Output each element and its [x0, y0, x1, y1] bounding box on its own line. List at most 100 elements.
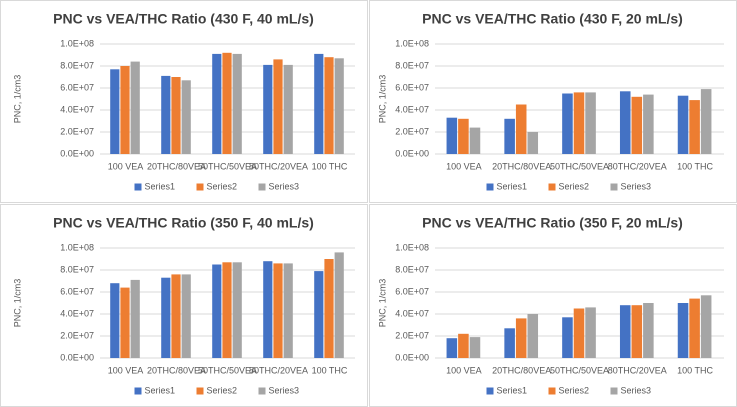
- bar: [643, 303, 654, 358]
- y-tick-label: 2.0E+07: [60, 330, 94, 340]
- legend-swatch: [486, 183, 494, 191]
- legend-label: Series3: [621, 385, 652, 395]
- bar: [631, 96, 643, 154]
- bar: [181, 274, 191, 358]
- bar: [527, 314, 539, 358]
- y-tick-label: 2.0E+07: [60, 126, 94, 136]
- bar: [283, 64, 293, 154]
- y-tick-label: 4.0E+07: [60, 104, 94, 114]
- x-tick-label: 100 VEA: [108, 161, 144, 171]
- bar: [212, 264, 222, 358]
- bar: [130, 279, 140, 358]
- chart-title: PNC vs VEA/THC Ratio (350 F, 20 mL/s): [422, 215, 683, 231]
- bar: [585, 92, 596, 154]
- bar: [161, 75, 171, 154]
- bar: [273, 59, 283, 154]
- x-tick-label: 80THC/20VEA: [608, 161, 667, 171]
- y-tick-label: 6.0E+07: [395, 286, 429, 296]
- bar: [324, 259, 334, 358]
- y-axis-title: PNC, 1/cm3: [377, 75, 387, 124]
- x-tick-label: 50THC/50VEA: [550, 365, 609, 375]
- legend-swatch: [548, 387, 556, 395]
- legend-label: Series2: [207, 181, 238, 191]
- bar: [469, 127, 481, 154]
- bar: [110, 283, 120, 358]
- legend-swatch: [548, 183, 556, 191]
- bar: [263, 64, 273, 154]
- x-tick-label: 80THC/20VEA: [249, 365, 308, 375]
- bar: [527, 132, 539, 154]
- bar: [232, 262, 242, 358]
- bar: [130, 61, 140, 154]
- legend-swatch: [486, 387, 494, 395]
- chart-title: PNC vs VEA/THC Ratio (430 F, 20 mL/s): [422, 11, 683, 27]
- y-tick-label: 2.0E+07: [395, 330, 429, 340]
- panel-border: [0, 0, 368, 203]
- y-tick-label: 1.0E+08: [60, 38, 94, 48]
- legend-swatch: [134, 183, 142, 191]
- x-tick-label: 50THC/50VEA: [198, 161, 257, 171]
- y-tick-label: 1.0E+08: [395, 38, 429, 48]
- bar: [334, 58, 344, 154]
- y-tick-label: 8.0E+07: [60, 264, 94, 274]
- y-tick-label: 1.0E+08: [60, 242, 94, 252]
- chart-title: PNC vs VEA/THC Ratio (350 F, 40 mL/s): [53, 215, 314, 231]
- bar: [314, 271, 324, 358]
- bar: [120, 66, 130, 154]
- bar: [619, 91, 631, 154]
- bar: [446, 117, 458, 154]
- legend-swatch: [134, 387, 142, 395]
- x-tick-label: 100 THC: [677, 161, 713, 171]
- bar: [222, 52, 232, 154]
- y-tick-label: 6.0E+07: [60, 286, 94, 296]
- x-tick-label: 100 VEA: [446, 161, 482, 171]
- bar: [689, 100, 700, 154]
- y-tick-label: 8.0E+07: [395, 60, 429, 70]
- bar: [314, 53, 324, 154]
- bar: [334, 252, 344, 358]
- legend-label: Series1: [145, 181, 176, 191]
- bar: [171, 77, 181, 154]
- y-tick-label: 4.0E+07: [60, 308, 94, 318]
- bar: [631, 305, 643, 358]
- bar: [700, 89, 712, 154]
- legend-swatch: [258, 183, 266, 191]
- legend-label: Series2: [559, 181, 590, 191]
- bar: [677, 95, 689, 154]
- legend-swatch: [196, 387, 204, 395]
- y-tick-label: 0.0E+00: [60, 148, 94, 158]
- bar: [181, 80, 191, 154]
- bar: [446, 338, 458, 358]
- bar: [619, 305, 631, 358]
- x-tick-label: 100 VEA: [108, 365, 144, 375]
- y-axis-title: PNC, 1/cm3: [12, 75, 22, 124]
- bar: [120, 287, 130, 358]
- x-tick-label: 20THC/80VEA: [492, 161, 551, 171]
- bar: [469, 337, 481, 358]
- bar: [161, 277, 171, 358]
- bar: [324, 57, 334, 155]
- legend-swatch: [258, 387, 266, 395]
- bar: [585, 307, 596, 358]
- x-tick-label: 100 THC: [312, 365, 348, 375]
- legend-swatch: [196, 183, 204, 191]
- bar: [573, 92, 585, 154]
- y-tick-label: 8.0E+07: [395, 264, 429, 274]
- x-tick-label: 100 THC: [312, 161, 348, 171]
- bar: [212, 53, 222, 154]
- x-tick-label: 20THC/80VEA: [147, 365, 206, 375]
- x-tick-label: 100 VEA: [446, 365, 482, 375]
- bar: [573, 308, 585, 358]
- y-tick-label: 6.0E+07: [60, 82, 94, 92]
- bar: [504, 328, 515, 358]
- legend-label: Series2: [559, 385, 590, 395]
- bar: [643, 94, 654, 154]
- bar: [562, 317, 573, 358]
- y-axis-title: PNC, 1/cm3: [12, 279, 22, 328]
- bar: [504, 118, 515, 154]
- legend-swatch: [610, 183, 618, 191]
- legend-label: Series3: [621, 181, 652, 191]
- y-tick-label: 4.0E+07: [395, 308, 429, 318]
- y-tick-label: 8.0E+07: [60, 60, 94, 70]
- legend-label: Series1: [497, 385, 528, 395]
